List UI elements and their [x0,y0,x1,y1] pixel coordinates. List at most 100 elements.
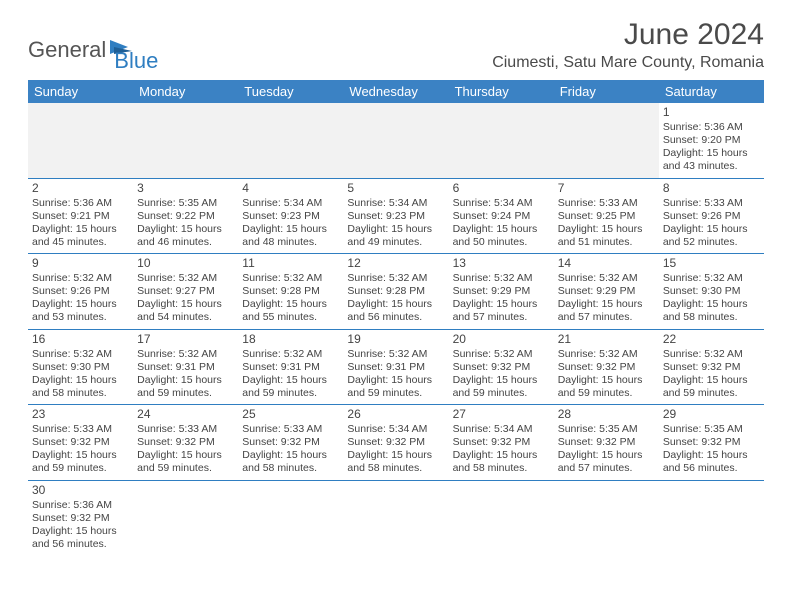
day-number: 20 [453,332,550,347]
sunset-text: Sunset: 9:31 PM [242,361,339,374]
daylight-text: Daylight: 15 hours [242,449,339,462]
sunset-text: Sunset: 9:28 PM [242,285,339,298]
day-number: 2 [32,181,129,196]
sunset-text: Sunset: 9:31 PM [347,361,444,374]
sunrise-text: Sunrise: 5:36 AM [32,197,129,210]
sunset-text: Sunset: 9:32 PM [663,361,760,374]
logo-text-blue: Blue [114,48,158,74]
sunset-text: Sunset: 9:32 PM [663,436,760,449]
calendar-cell [133,480,238,555]
sunrise-text: Sunrise: 5:32 AM [242,272,339,285]
location-subtitle: Ciumesti, Satu Mare County, Romania [492,54,764,72]
logo-text-general: General [28,37,106,63]
day-number: 21 [558,332,655,347]
sunrise-text: Sunrise: 5:36 AM [32,499,129,512]
daylight-text: Daylight: 15 hours [242,298,339,311]
sunrise-text: Sunrise: 5:33 AM [663,197,760,210]
calendar-cell: 28Sunrise: 5:35 AMSunset: 9:32 PMDayligh… [554,405,659,481]
calendar-cell: 24Sunrise: 5:33 AMSunset: 9:32 PMDayligh… [133,405,238,481]
sunset-text: Sunset: 9:26 PM [32,285,129,298]
daylight-text: and 55 minutes. [242,311,339,324]
sunrise-text: Sunrise: 5:34 AM [242,197,339,210]
calendar-week-row: 30Sunrise: 5:36 AMSunset: 9:32 PMDayligh… [28,480,764,555]
sunset-text: Sunset: 9:32 PM [558,436,655,449]
daylight-text: Daylight: 15 hours [663,449,760,462]
day-number: 12 [347,256,444,271]
daylight-text: and 59 minutes. [347,387,444,400]
daylight-text: and 48 minutes. [242,236,339,249]
sunset-text: Sunset: 9:29 PM [558,285,655,298]
sunrise-text: Sunrise: 5:32 AM [32,348,129,361]
day-number: 18 [242,332,339,347]
calendar-cell: 19Sunrise: 5:32 AMSunset: 9:31 PMDayligh… [343,329,448,405]
calendar-cell: 14Sunrise: 5:32 AMSunset: 9:29 PMDayligh… [554,254,659,330]
day-header: Monday [133,80,238,103]
day-number: 28 [558,407,655,422]
day-number: 29 [663,407,760,422]
daylight-text: Daylight: 15 hours [558,223,655,236]
daylight-text: Daylight: 15 hours [32,525,129,538]
sunrise-text: Sunrise: 5:32 AM [347,348,444,361]
day-header: Wednesday [343,80,448,103]
sunset-text: Sunset: 9:20 PM [663,134,760,147]
sunrise-text: Sunrise: 5:32 AM [453,272,550,285]
sunrise-text: Sunrise: 5:36 AM [663,121,760,134]
sunrise-text: Sunrise: 5:35 AM [558,423,655,436]
day-number: 1 [663,105,760,120]
sunrise-text: Sunrise: 5:32 AM [242,348,339,361]
daylight-text: and 59 minutes. [558,387,655,400]
header: General Blue June 2024 Ciumesti, Satu Ma… [28,18,764,74]
sunset-text: Sunset: 9:30 PM [32,361,129,374]
day-number: 9 [32,256,129,271]
daylight-text: and 46 minutes. [137,236,234,249]
month-title: June 2024 [492,18,764,52]
daylight-text: Daylight: 15 hours [137,298,234,311]
daylight-text: Daylight: 15 hours [453,449,550,462]
daylight-text: and 59 minutes. [137,387,234,400]
day-number: 13 [453,256,550,271]
sunset-text: Sunset: 9:32 PM [32,436,129,449]
day-number: 16 [32,332,129,347]
daylight-text: and 57 minutes. [558,311,655,324]
calendar-cell [449,480,554,555]
calendar-cell: 9Sunrise: 5:32 AMSunset: 9:26 PMDaylight… [28,254,133,330]
sunset-text: Sunset: 9:31 PM [137,361,234,374]
day-number: 15 [663,256,760,271]
logo: General Blue [28,18,158,74]
calendar-cell: 4Sunrise: 5:34 AMSunset: 9:23 PMDaylight… [238,178,343,254]
daylight-text: and 50 minutes. [453,236,550,249]
sunrise-text: Sunrise: 5:32 AM [137,348,234,361]
calendar-cell [238,103,343,178]
daylight-text: and 59 minutes. [137,462,234,475]
calendar-cell: 7Sunrise: 5:33 AMSunset: 9:25 PMDaylight… [554,178,659,254]
day-number: 6 [453,181,550,196]
daylight-text: and 51 minutes. [558,236,655,249]
daylight-text: and 57 minutes. [453,311,550,324]
daylight-text: and 58 minutes. [32,387,129,400]
sunset-text: Sunset: 9:32 PM [453,361,550,374]
day-number: 25 [242,407,339,422]
daylight-text: Daylight: 15 hours [453,223,550,236]
sunrise-text: Sunrise: 5:32 AM [558,272,655,285]
sunrise-text: Sunrise: 5:32 AM [347,272,444,285]
sunrise-text: Sunrise: 5:32 AM [663,272,760,285]
day-number: 14 [558,256,655,271]
day-number: 7 [558,181,655,196]
daylight-text: and 53 minutes. [32,311,129,324]
day-number: 3 [137,181,234,196]
calendar-cell: 12Sunrise: 5:32 AMSunset: 9:28 PMDayligh… [343,254,448,330]
day-header: Saturday [659,80,764,103]
sunrise-text: Sunrise: 5:33 AM [32,423,129,436]
day-number: 10 [137,256,234,271]
sunset-text: Sunset: 9:23 PM [242,210,339,223]
sunset-text: Sunset: 9:25 PM [558,210,655,223]
sunset-text: Sunset: 9:27 PM [137,285,234,298]
day-header-row: Sunday Monday Tuesday Wednesday Thursday… [28,80,764,103]
sunset-text: Sunset: 9:32 PM [453,436,550,449]
daylight-text: Daylight: 15 hours [32,223,129,236]
calendar-cell: 21Sunrise: 5:32 AMSunset: 9:32 PMDayligh… [554,329,659,405]
calendar-cell: 3Sunrise: 5:35 AMSunset: 9:22 PMDaylight… [133,178,238,254]
daylight-text: and 56 minutes. [347,311,444,324]
daylight-text: and 58 minutes. [347,462,444,475]
title-block: June 2024 Ciumesti, Satu Mare County, Ro… [492,18,764,72]
